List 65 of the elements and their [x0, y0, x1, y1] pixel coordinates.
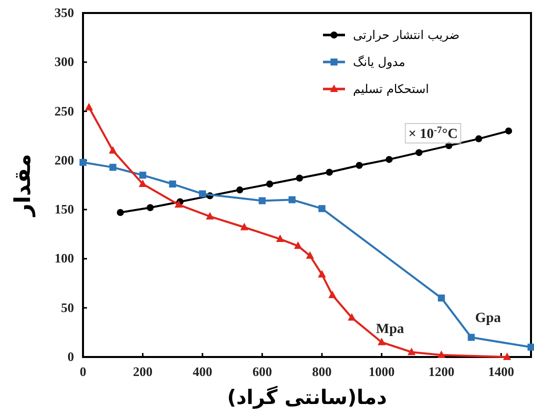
point — [109, 164, 116, 171]
y-tick-label: 100 — [54, 250, 74, 266]
point — [258, 197, 266, 204]
point — [378, 338, 386, 346]
point — [468, 334, 475, 341]
point — [174, 200, 183, 208]
point — [318, 270, 326, 278]
point — [138, 180, 147, 188]
legend-label: ضریب انتشار حرارتی — [353, 28, 460, 42]
point — [438, 294, 445, 302]
x-tick-label: 1200 — [428, 364, 454, 379]
point — [356, 162, 363, 169]
x-tick-label: 1000 — [368, 364, 395, 379]
y-tick-label: 350 — [54, 5, 74, 20]
y-tick-label: 150 — [54, 202, 74, 217]
x-tick-label: 400 — [192, 364, 212, 379]
point — [296, 174, 304, 182]
x-tick-label: 1400 — [488, 364, 514, 379]
point — [505, 127, 512, 134]
point — [84, 102, 93, 110]
point — [326, 168, 333, 176]
legend-item: مدول یانگ — [323, 55, 406, 69]
y-tick-label: 0 — [68, 349, 74, 364]
point — [386, 156, 393, 163]
point — [276, 234, 284, 242]
point — [408, 348, 416, 356]
point — [236, 186, 244, 194]
point — [528, 344, 534, 351]
point — [108, 146, 117, 154]
y-tick-label: 200 — [54, 152, 74, 168]
point — [475, 135, 482, 142]
point — [198, 190, 206, 198]
legend-label: مدول یانگ — [353, 55, 406, 69]
point — [294, 241, 302, 249]
point — [266, 180, 274, 188]
point — [318, 205, 326, 212]
point — [169, 180, 176, 188]
legend-item: استحکام تسلیم — [323, 82, 429, 96]
point — [240, 222, 248, 230]
point — [328, 290, 336, 298]
point — [348, 313, 356, 321]
x-axis-title: دما(سانتی گراد) — [227, 385, 387, 409]
point — [206, 212, 214, 220]
x-tick-label: 0 — [80, 364, 86, 379]
point — [80, 158, 86, 166]
point — [146, 204, 154, 212]
y-tick-label: 300 — [54, 54, 74, 70]
point — [288, 196, 296, 204]
legend-item: ضریب انتشار حرارتی — [323, 28, 460, 42]
x-tick-label: 800 — [312, 364, 332, 379]
annotation: Gpa — [475, 311, 501, 326]
point — [306, 251, 314, 259]
x-tick-label: 600 — [252, 364, 272, 379]
point — [503, 352, 512, 360]
annotation: Mpa — [376, 322, 404, 337]
y-tick-label: 50 — [61, 300, 74, 315]
point — [416, 149, 422, 156]
legend-label: استحکام تسلیم — [353, 82, 429, 96]
point — [139, 172, 146, 179]
point — [437, 350, 446, 358]
annotation: × 10$^{-7}$°C — [408, 124, 458, 142]
y-axis-title: مقدار — [11, 154, 36, 218]
point — [116, 209, 124, 216]
y-tick-label: 250 — [54, 103, 74, 118]
x-tick-label: 200 — [132, 364, 152, 379]
